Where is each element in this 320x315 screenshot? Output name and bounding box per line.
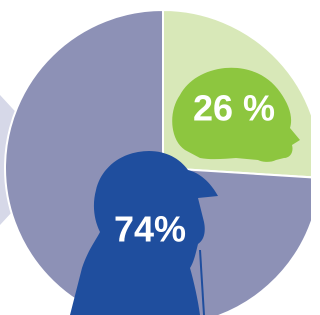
page: {"chart_data": {"type": "pie", "values":… [0, 0, 311, 315]
value-label: 74% [114, 209, 186, 250]
value-label: 26 % [193, 88, 275, 129]
chart: 26 % 74% [0, 0, 311, 315]
